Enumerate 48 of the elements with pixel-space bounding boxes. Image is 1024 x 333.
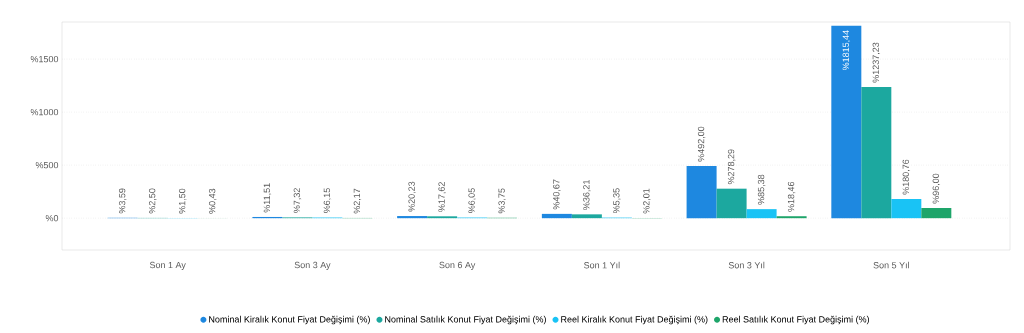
data-label: %11,51 (263, 183, 272, 213)
x-tick-label: Son 3 Yıl (728, 261, 765, 269)
data-label: %6,05 (468, 188, 476, 214)
data-label: %1237,23 (872, 42, 881, 83)
y-tick-label: %0 (45, 215, 59, 222)
bar (541, 213, 572, 219)
data-label: %18,46 (787, 181, 796, 212)
bar (716, 188, 747, 219)
legend-label: Reel Satılık Konut Fiyat Değişimi (%) (722, 315, 870, 325)
x-tick-label: Son 1 Yıl (584, 261, 620, 269)
data-label: %6,15 (323, 188, 332, 214)
data-label: %1,50 (178, 188, 187, 214)
bar (831, 25, 862, 219)
bar (746, 209, 777, 219)
data-label: %180,76 (902, 159, 911, 195)
x-tick-label: Son 1 Ay (149, 261, 186, 270)
x-tick-label: Son 5 Yıl (873, 261, 909, 269)
y-tick-label: %1000 (30, 108, 59, 116)
data-label: %85,38 (757, 174, 766, 205)
data-label: %7,32 (293, 188, 302, 213)
data-label: %2,17 (353, 188, 362, 214)
data-label: %492,00 (697, 126, 706, 162)
legend-label: Reel Kiralık Konut Fiyat Değişimi (%) (561, 315, 708, 325)
data-label: %40,67 (553, 179, 561, 210)
data-label: %5,35 (613, 188, 621, 214)
bar (571, 214, 602, 219)
x-tick-label: Son 3 Ay (294, 261, 331, 270)
bar (861, 86, 892, 219)
data-label: %3,59 (118, 188, 127, 214)
data-label: %2,50 (148, 188, 157, 214)
data-label: %1815,44 (842, 30, 851, 71)
data-label: %2,01 (643, 188, 651, 214)
bar (891, 199, 922, 219)
legend-label: Nominal Satılık Konut Fiyat Değişimi (%) (385, 315, 546, 325)
data-label: %3,75 (498, 188, 506, 214)
data-label: %20,23 (408, 181, 416, 212)
bar (397, 216, 428, 219)
y-tick-label: %1500 (30, 55, 59, 63)
data-label: %36,21 (583, 180, 591, 210)
bar (686, 166, 717, 219)
data-label: %17,62 (438, 182, 446, 212)
x-tick-label: Son 6 Ay (439, 261, 476, 270)
data-label: %96,00 (932, 173, 941, 204)
data-label: %0,43 (208, 188, 217, 214)
legend-label: Nominal Kiralık Konut Fiyat Değişimi (%) (209, 315, 370, 325)
y-tick-label: %500 (35, 161, 59, 169)
data-label: %278,29 (727, 149, 736, 185)
bar (921, 208, 952, 219)
